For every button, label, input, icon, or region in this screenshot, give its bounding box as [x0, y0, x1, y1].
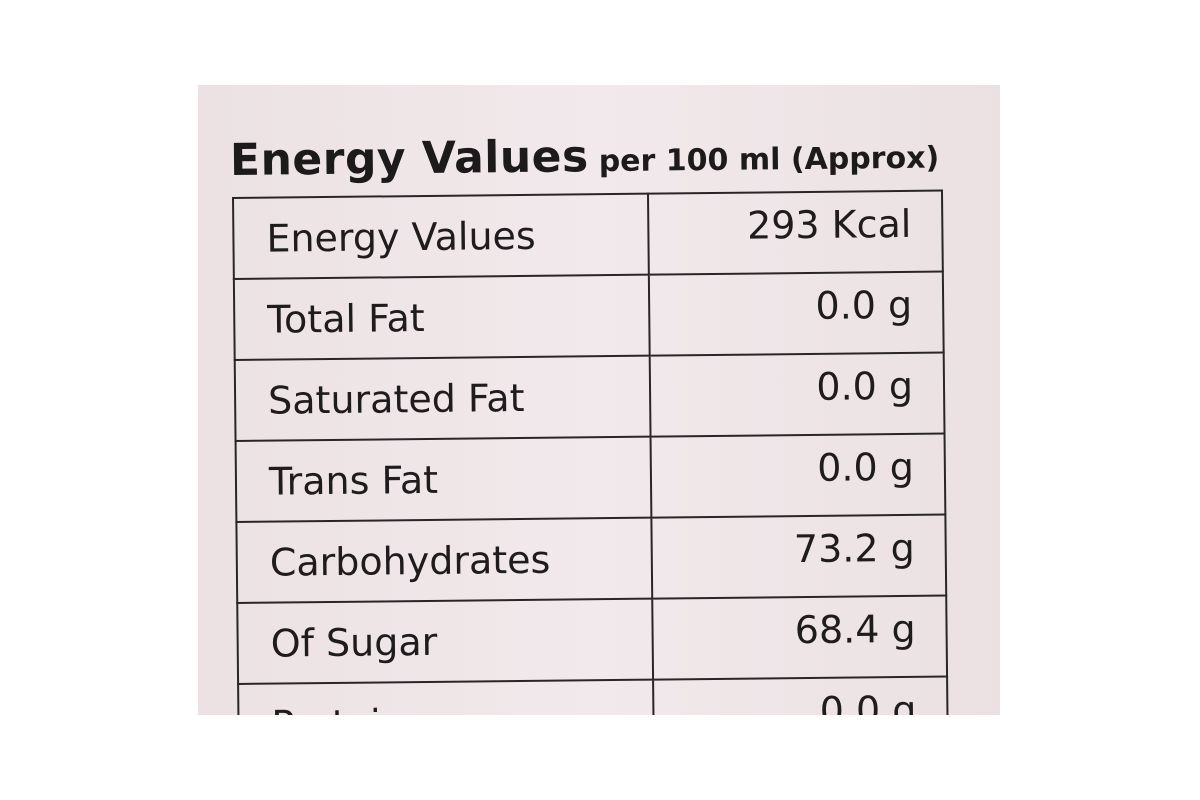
table-row: Saturated Fat 0.0 g: [234, 352, 945, 441]
table-row: Total Fat 0.0 g: [233, 271, 944, 360]
nutrient-value: 0.0 g: [648, 271, 944, 356]
heading: Energy Values per 100 ml (Approx): [230, 128, 940, 186]
nutrient-name: Trans Fat: [235, 436, 652, 522]
subtitle: per 100 ml (Approx): [598, 140, 940, 180]
nutrient-name: Saturated Fat: [234, 355, 651, 441]
nutrient-value: 293 Kcal: [647, 190, 943, 275]
nutrient-name: Of Sugar: [237, 598, 654, 684]
nutrient-value: 68.4 g: [652, 595, 948, 680]
nutrient-name: Protein: [238, 679, 654, 715]
nutrient-name: Carbohydrates: [236, 517, 653, 603]
nutrient-name: Total Fat: [233, 274, 650, 360]
nutrient-value: 73.2 g: [651, 514, 947, 599]
table-row: Carbohydrates 73.2 g: [236, 514, 947, 603]
nutrition-table: Energy Values 293 Kcal Total Fat 0.0 g Satur…: [232, 190, 949, 715]
table-row: Energy Values 293 Kcal: [233, 190, 943, 279]
nutrient-value: 0.0 g: [653, 676, 948, 715]
label-panel: Energy Values per 100 ml (Approx) Energy …: [198, 85, 1000, 715]
title: Energy Values: [229, 131, 589, 186]
table-row: Trans Fat 0.0 g: [235, 433, 946, 522]
table-row: Protein0.0 g: [238, 676, 948, 715]
nutrient-name: Energy Values: [233, 193, 649, 279]
nutrient-value: 0.0 g: [650, 433, 946, 518]
nutrient-value: 0.0 g: [649, 352, 945, 437]
table-row: Of Sugar 68.4 g: [237, 595, 948, 684]
